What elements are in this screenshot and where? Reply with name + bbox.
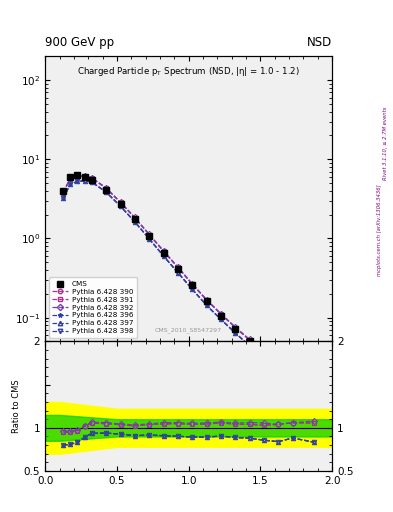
Text: NSD: NSD bbox=[307, 36, 332, 49]
Text: Rivet 3.1.10, ≥ 2.7M events: Rivet 3.1.10, ≥ 2.7M events bbox=[383, 106, 388, 180]
Text: mcplots.cern.ch [arXiv:1306.3436]: mcplots.cern.ch [arXiv:1306.3436] bbox=[377, 185, 382, 276]
Y-axis label: Ratio to CMS: Ratio to CMS bbox=[12, 379, 21, 433]
Text: Charged Particle $\mathregular{p_T}$ Spectrum (NSD, $\mathregular{|\eta|}$ = 1.0: Charged Particle $\mathregular{p_T}$ Spe… bbox=[77, 65, 300, 78]
Text: CMS_2010_S8547297: CMS_2010_S8547297 bbox=[155, 327, 222, 333]
Legend: CMS, Pythia 6.428 390, Pythia 6.428 391, Pythia 6.428 392, Pythia 6.428 396, Pyt: CMS, Pythia 6.428 390, Pythia 6.428 391,… bbox=[49, 278, 137, 338]
Text: 900 GeV pp: 900 GeV pp bbox=[45, 36, 114, 49]
